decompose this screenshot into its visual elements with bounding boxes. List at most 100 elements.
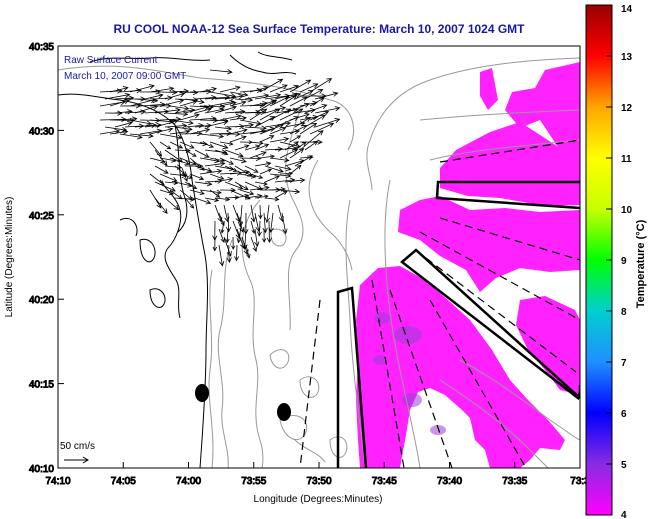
current-arrow xyxy=(169,157,191,166)
current-arrow xyxy=(226,244,232,263)
colorbar-tick-label: 9 xyxy=(621,256,627,267)
current-arrow xyxy=(314,118,341,128)
current-arrow xyxy=(218,212,225,227)
current-arrow xyxy=(199,157,220,164)
current-arrow xyxy=(259,135,275,143)
current-arrow xyxy=(184,197,195,209)
current-arrow xyxy=(250,204,256,223)
current-arrow xyxy=(144,93,164,100)
current-arrow xyxy=(264,204,270,224)
current-arrow xyxy=(189,173,205,181)
current-arrow xyxy=(174,148,191,153)
inset-legend-line1: Raw Surface Current xyxy=(64,55,158,66)
current-arrow xyxy=(154,197,168,214)
current-arrow xyxy=(129,97,156,107)
current-arrow xyxy=(204,119,229,128)
current-arrow xyxy=(179,113,200,121)
colorbar-tick-label: 6 xyxy=(621,409,627,420)
current-arrow xyxy=(309,122,335,135)
y-tick-label: 40:25 xyxy=(29,211,54,222)
x-axis-label: Longitude (Degrees:Minutes) xyxy=(254,494,383,505)
current-arrow xyxy=(289,96,308,107)
current-arrow xyxy=(299,83,319,93)
current-arrow xyxy=(219,114,242,121)
current-arrow xyxy=(129,133,154,139)
current-arrow xyxy=(300,93,327,99)
colorbar-tick-label: 11 xyxy=(621,154,632,165)
current-arrow xyxy=(224,181,244,190)
current-arrow xyxy=(229,157,247,164)
current-arrow xyxy=(249,151,267,159)
current-arrow xyxy=(209,91,237,99)
current-arrow xyxy=(174,196,196,202)
current-arrow xyxy=(114,121,133,128)
current-arrow xyxy=(194,149,210,158)
current-arrow xyxy=(234,244,240,262)
x-tick-label: 73:45 xyxy=(372,476,397,487)
current-arrow xyxy=(189,127,211,135)
coastline xyxy=(58,51,297,468)
current-arrow xyxy=(294,90,314,100)
current-arrow xyxy=(224,149,244,158)
current-arrow xyxy=(219,85,241,93)
current-arrow xyxy=(99,116,127,123)
current-arrow xyxy=(219,157,235,165)
current-arrow xyxy=(249,108,268,121)
current-arrow xyxy=(234,193,250,199)
current-arrow xyxy=(154,149,168,167)
x-tick-label: 74:05 xyxy=(111,476,136,487)
current-arrow xyxy=(184,123,205,129)
current-arrow xyxy=(199,86,217,93)
current-arrow xyxy=(289,79,312,93)
current-arrow xyxy=(159,141,172,150)
current-arrow xyxy=(159,189,174,196)
current-arrow xyxy=(119,88,142,94)
current-arrow xyxy=(229,169,250,175)
current-arrow xyxy=(114,95,135,101)
current-arrow xyxy=(250,220,256,234)
current-arrow xyxy=(154,107,181,114)
current-arrow xyxy=(229,91,249,97)
current-arrow xyxy=(214,105,237,114)
current-arrow xyxy=(204,197,220,203)
current-arrow xyxy=(159,89,178,95)
current-arrow xyxy=(262,228,267,243)
current-arrow xyxy=(274,177,296,183)
inset-legend-line2: March 10, 2007 09:00 GMT xyxy=(64,71,186,82)
current-arrow xyxy=(99,88,123,94)
current-arrow xyxy=(149,86,175,93)
current-arrow xyxy=(225,212,232,233)
current-arrow xyxy=(199,141,215,148)
current-arrow xyxy=(229,115,247,121)
current-arrow xyxy=(229,135,247,143)
current-arrow xyxy=(269,136,290,143)
current-arrow xyxy=(284,141,299,151)
current-arrow xyxy=(279,141,302,149)
scale-arrow xyxy=(64,456,89,464)
current-arrow xyxy=(281,212,288,235)
map-title: RU COOL NOAA-12 Sea Surface Temperature:… xyxy=(113,22,525,36)
current-arrow xyxy=(223,236,232,257)
current-arrow xyxy=(149,127,174,135)
current-arrow xyxy=(244,144,261,151)
current-arrow xyxy=(264,106,287,114)
current-arrow xyxy=(109,129,129,135)
current-arrow xyxy=(164,92,186,100)
x-tick-label: 74:00 xyxy=(176,476,201,487)
current-arrow xyxy=(254,116,276,128)
current-arrow xyxy=(214,204,223,223)
bathymetry-contours xyxy=(58,57,580,468)
colorbar-tick-label: 8 xyxy=(621,307,627,318)
current-arrow xyxy=(204,161,226,167)
current-arrow xyxy=(129,84,155,93)
current-arrow xyxy=(269,186,286,192)
current-arrow xyxy=(134,104,159,114)
current-arrow xyxy=(254,143,270,151)
current-arrow xyxy=(258,204,263,220)
current-arrow xyxy=(219,141,234,146)
current-arrow xyxy=(154,119,179,128)
scale-label: 50 cm/s xyxy=(60,441,95,452)
colorbar xyxy=(585,4,613,516)
current-arrow xyxy=(209,69,233,75)
current-arrow xyxy=(109,99,130,107)
